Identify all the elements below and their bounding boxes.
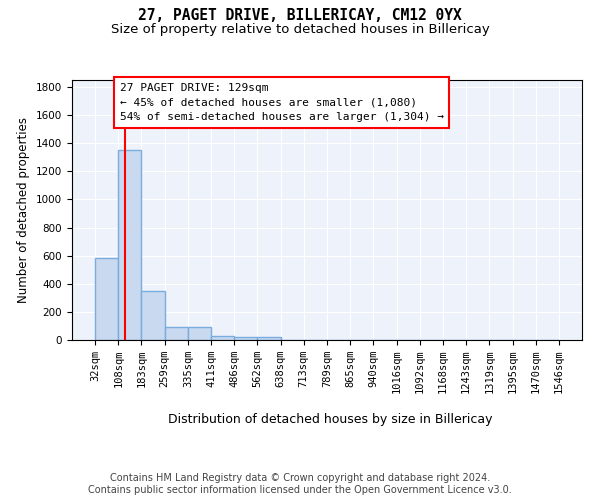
Text: 27 PAGET DRIVE: 129sqm
← 45% of detached houses are smaller (1,080)
54% of semi-: 27 PAGET DRIVE: 129sqm ← 45% of detached… — [119, 82, 443, 122]
Text: Distribution of detached houses by size in Billericay: Distribution of detached houses by size … — [168, 412, 492, 426]
Bar — [164, 326, 188, 340]
Text: Size of property relative to detached houses in Billericay: Size of property relative to detached ho… — [110, 22, 490, 36]
Bar — [211, 336, 234, 340]
Text: 27, PAGET DRIVE, BILLERICAY, CM12 0YX: 27, PAGET DRIVE, BILLERICAY, CM12 0YX — [138, 8, 462, 22]
Bar — [188, 326, 211, 340]
Bar — [118, 150, 142, 340]
Bar — [257, 337, 281, 340]
Bar — [95, 258, 118, 340]
Bar — [142, 291, 164, 340]
Text: Contains HM Land Registry data © Crown copyright and database right 2024.
Contai: Contains HM Land Registry data © Crown c… — [88, 474, 512, 495]
Y-axis label: Number of detached properties: Number of detached properties — [17, 117, 31, 303]
Bar — [234, 337, 257, 340]
